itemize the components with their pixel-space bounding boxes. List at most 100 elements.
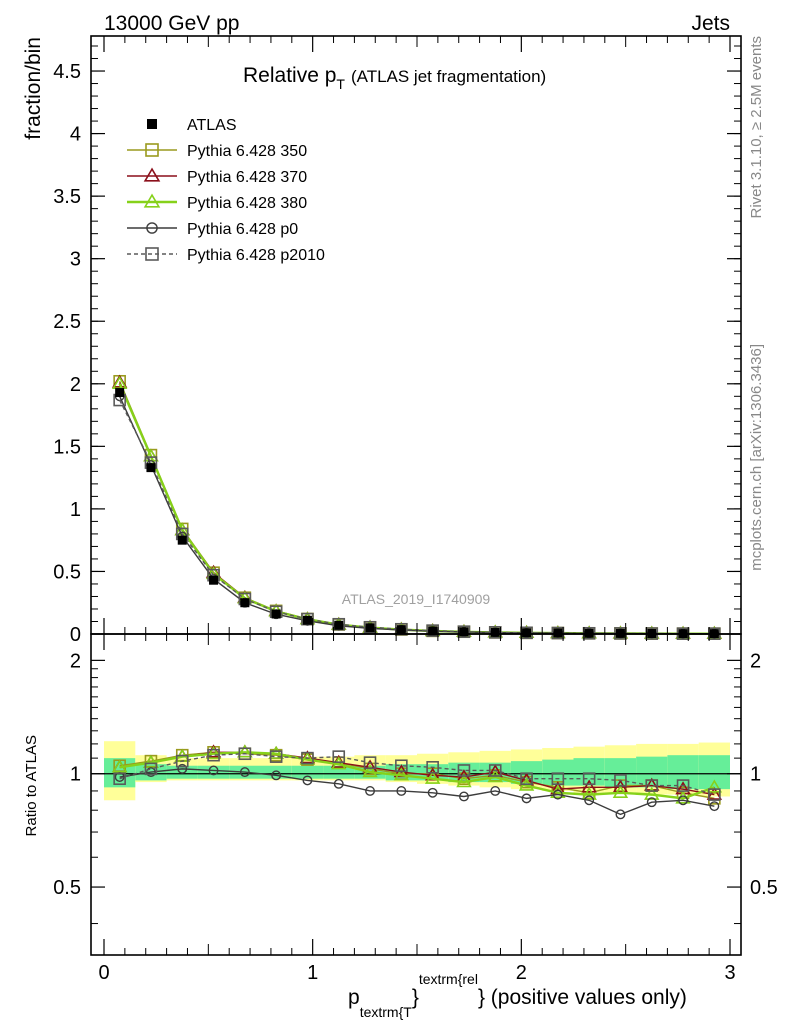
series-point-ratio xyxy=(424,770,441,784)
main-ytick-label: 2.5 xyxy=(53,311,81,333)
atlas-point xyxy=(553,628,563,638)
ratio-ytick-label-right: 1 xyxy=(750,764,761,786)
series-point-ratio xyxy=(177,763,188,774)
series-point-ratio xyxy=(427,787,438,798)
band-green-bin xyxy=(698,755,730,790)
atlas-point xyxy=(271,609,281,619)
ratio-ytick-label-right: 0.5 xyxy=(750,877,778,899)
series-p350 xyxy=(113,374,721,805)
ratio-ylabel: Ratio to ATLAS xyxy=(23,735,40,836)
series-point-ratio xyxy=(490,785,501,796)
legend-marker xyxy=(146,222,158,234)
series-point-ratio xyxy=(395,759,408,773)
main-ytick-label: 3 xyxy=(70,249,81,271)
band-green-bin xyxy=(636,756,668,788)
analysis-label: ATLAS_2019_I1740909 xyxy=(342,591,491,607)
series-point-ratio xyxy=(646,797,657,808)
series-point-ratio xyxy=(645,779,659,792)
series-point-ratio xyxy=(363,756,377,769)
series-point-ratio xyxy=(521,793,532,804)
main-ytick-label: 2 xyxy=(70,374,81,396)
title-sub: T xyxy=(336,76,345,92)
legend-label: Pythia 6.428 p0 xyxy=(187,221,298,238)
legend-label: Pythia 6.428 p2010 xyxy=(187,247,325,264)
series-point-ratio xyxy=(333,778,344,789)
series-point-ratio xyxy=(269,750,283,763)
xlabel-tail: } (positive values only) xyxy=(478,986,687,1009)
band-green-bin xyxy=(323,765,355,779)
series-point-ratio xyxy=(113,772,126,785)
main-ytick-label: 0.5 xyxy=(53,561,81,583)
series-point-ratio xyxy=(615,809,626,820)
axis-ticks: 0 0.5 1 1.5 2 2.5 3 3.5 4 4.5 0.5 0.5 1 1 2 2 0 1 2 3 xyxy=(53,36,778,984)
series-point-ratio xyxy=(551,772,565,785)
atlas-point xyxy=(146,463,156,473)
legend: ATLAS Pythia 6.428 350 Pythia 6.428 370 Pyt… xyxy=(127,117,325,264)
series-point-ratio xyxy=(708,788,721,801)
atlas-point xyxy=(522,628,532,638)
series-point-ratio xyxy=(175,754,189,768)
xtick-label: 0 xyxy=(98,962,109,984)
series-point-ratio xyxy=(238,747,252,761)
xlabel-sub: textrm{T xyxy=(360,1004,413,1020)
main-ytick-label: 3.5 xyxy=(53,186,81,208)
legend-label: Pythia 6.428 370 xyxy=(187,169,307,186)
x-axis-title: ptextrm{T}textrm{rel} (positive values o… xyxy=(348,971,687,1020)
series-p370 xyxy=(111,374,723,800)
plot-frames xyxy=(90,35,742,956)
ratio-panel-frame xyxy=(90,633,742,956)
series-point-ratio xyxy=(111,759,128,773)
main-ylabel: fraction/bin xyxy=(22,37,45,140)
series-point-ratio xyxy=(237,744,253,758)
series-point-ratio xyxy=(552,789,563,800)
atlas-point xyxy=(490,627,500,637)
xlabel-brace: } xyxy=(412,986,419,1009)
legend-marker xyxy=(145,247,159,261)
xtick-label: 2 xyxy=(516,962,527,984)
legend-item-atlas: ATLAS xyxy=(147,117,237,134)
series-point-ratio xyxy=(456,774,472,788)
header-right: Jets xyxy=(691,12,730,35)
series-point-ratio xyxy=(584,795,595,806)
plot-title: Relative pT (ATLAS jet fragmentation) xyxy=(243,64,546,92)
series-point-ratio xyxy=(644,786,660,800)
legend-item-p370: Pythia 6.428 370 xyxy=(127,167,307,186)
mcplots-label: mcplots.cern.ch [arXiv:1306.3436] xyxy=(748,344,765,571)
series-point-ratio xyxy=(488,764,502,777)
legend-item-p350: Pythia 6.428 350 xyxy=(127,143,307,160)
band-green-bin xyxy=(260,765,292,779)
series-point-ratio xyxy=(331,756,347,770)
series-point-ratio xyxy=(457,764,471,777)
series-point-ratio xyxy=(678,795,688,806)
xlabel-sup: textrm{rel xyxy=(419,971,478,987)
series-point-ratio xyxy=(301,751,314,765)
rivet-label: Rivet 3.1.10, ≥ 2.5M events xyxy=(748,36,765,219)
series-point-ratio xyxy=(582,772,596,785)
legend-item-p0: Pythia 6.428 p0 xyxy=(127,221,298,238)
series-point-ratio xyxy=(145,767,156,778)
series-point-ratio xyxy=(706,779,723,793)
series-point-ratio xyxy=(676,779,690,792)
series-point-ratio xyxy=(393,767,410,781)
legend-marker xyxy=(143,167,161,182)
ratio-ytick-label-right: 2 xyxy=(750,650,761,672)
main-ytick-label: 4 xyxy=(70,124,81,146)
series-point-ratio xyxy=(239,767,250,778)
atlas-point xyxy=(302,615,312,625)
series-point-ratio xyxy=(581,786,597,800)
atlas-point xyxy=(115,388,125,398)
band-green-bin xyxy=(166,765,198,779)
title-suffix: (ATLAS jet fragmentation) xyxy=(351,67,546,86)
xlabel-p: p xyxy=(348,986,360,1009)
atlas-point xyxy=(334,620,344,630)
series-point-ratio xyxy=(268,745,284,759)
legend-item-p2010: Pythia 6.428 p2010 xyxy=(127,247,325,264)
series-point-ratio xyxy=(459,791,469,802)
main-ytick-label: 4.5 xyxy=(53,61,81,83)
legend-label: Pythia 6.428 380 xyxy=(187,195,307,212)
series-point-ratio xyxy=(144,762,158,776)
series-point-ratio xyxy=(396,785,407,796)
legend-item-p380: Pythia 6.428 380 xyxy=(127,193,307,212)
